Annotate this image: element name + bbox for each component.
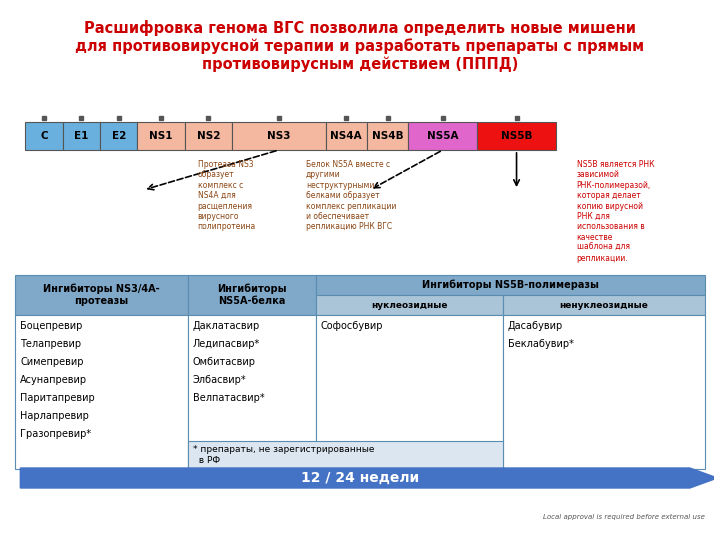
Text: Расшифровка генома ВГС позволила определить новые мишени
для противовирусной тер: Расшифровка генома ВГС позволила определ… bbox=[76, 20, 644, 72]
FancyBboxPatch shape bbox=[63, 122, 100, 150]
Text: Протеаза NS3
образует
комплекс с
NS4A для
расщепления
вирусного
полипротеина: Протеаза NS3 образует комплекс с NS4A дл… bbox=[197, 160, 256, 232]
FancyBboxPatch shape bbox=[138, 122, 185, 150]
Text: Беклабувир*: Беклабувир* bbox=[508, 339, 574, 349]
Text: Боцепревир: Боцепревир bbox=[20, 321, 83, 331]
Bar bbox=[188, 315, 315, 469]
Text: E1: E1 bbox=[74, 131, 89, 141]
Bar bbox=[503, 315, 705, 469]
Bar bbox=[15, 315, 188, 469]
Bar bbox=[315, 275, 705, 295]
Text: * препараты, не зарегистрированные
  в РФ: * препараты, не зарегистрированные в РФ bbox=[193, 446, 374, 465]
Text: NS5B: NS5B bbox=[501, 131, 532, 141]
FancyBboxPatch shape bbox=[367, 122, 408, 150]
FancyBboxPatch shape bbox=[408, 122, 477, 150]
FancyArrow shape bbox=[20, 468, 717, 488]
Text: NS4A: NS4A bbox=[330, 131, 362, 141]
Text: NS3: NS3 bbox=[267, 131, 291, 141]
FancyBboxPatch shape bbox=[25, 122, 63, 150]
Bar bbox=[188, 275, 315, 315]
Text: Ледипасвир*: Ледипасвир* bbox=[193, 339, 260, 349]
Text: Гразопревир*: Гразопревир* bbox=[20, 429, 91, 439]
Bar bbox=[503, 295, 705, 315]
Text: C: C bbox=[40, 131, 48, 141]
Text: Симепревир: Симепревир bbox=[20, 357, 84, 367]
Bar bbox=[188, 441, 503, 469]
Text: NS4B: NS4B bbox=[372, 131, 403, 141]
FancyBboxPatch shape bbox=[100, 122, 138, 150]
FancyBboxPatch shape bbox=[477, 122, 556, 150]
Text: ненуклеозидные: ненуклеозидные bbox=[559, 300, 648, 309]
Text: NS2: NS2 bbox=[197, 131, 220, 141]
Text: Нарлапревир: Нарлапревир bbox=[20, 411, 89, 421]
Text: Асунапревир: Асунапревир bbox=[20, 375, 87, 385]
FancyBboxPatch shape bbox=[185, 122, 232, 150]
Text: NS1: NS1 bbox=[149, 131, 173, 141]
Text: NS5B является РНК
зависимой
РНК-полимеразой,
которая делает
копию вирусной
РНК д: NS5B является РНК зависимой РНК-полимера… bbox=[577, 160, 654, 262]
Text: Велпатасвир*: Велпатасвир* bbox=[193, 393, 264, 403]
Bar bbox=[315, 315, 503, 469]
Text: Ингибиторы NS5B-полимеразы: Ингибиторы NS5B-полимеразы bbox=[422, 280, 598, 291]
Bar bbox=[15, 275, 188, 315]
Text: Паритапревир: Паритапревир bbox=[20, 393, 95, 403]
Text: Дасабувир: Дасабувир bbox=[508, 321, 563, 331]
Text: 12 / 24 недели: 12 / 24 недели bbox=[301, 471, 419, 485]
Text: нуклеозидные: нуклеозидные bbox=[371, 300, 447, 309]
Text: Белок NS5A вместе с
другими
неструктурными
белками образует
комплекс репликации
: Белок NS5A вместе с другими неструктурны… bbox=[306, 160, 396, 232]
Bar bbox=[315, 295, 503, 315]
Text: Элбасвир*: Элбасвир* bbox=[193, 375, 246, 385]
FancyBboxPatch shape bbox=[232, 122, 325, 150]
Text: Омбитасвир: Омбитасвир bbox=[193, 357, 256, 367]
Text: Софосбувир: Софосбувир bbox=[320, 321, 383, 331]
Text: NS5A: NS5A bbox=[427, 131, 459, 141]
Text: Даклатасвир: Даклатасвир bbox=[193, 321, 260, 331]
FancyBboxPatch shape bbox=[325, 122, 367, 150]
Text: Ингибиторы NS3/4A-
протеазы: Ингибиторы NS3/4A- протеазы bbox=[43, 284, 160, 306]
Text: Телапревир: Телапревир bbox=[20, 339, 81, 349]
Text: Local approval is required before external use: Local approval is required before extern… bbox=[543, 514, 705, 520]
Text: Ингибиторы
NS5A-белка: Ингибиторы NS5A-белка bbox=[217, 284, 287, 306]
Text: E2: E2 bbox=[112, 131, 126, 141]
